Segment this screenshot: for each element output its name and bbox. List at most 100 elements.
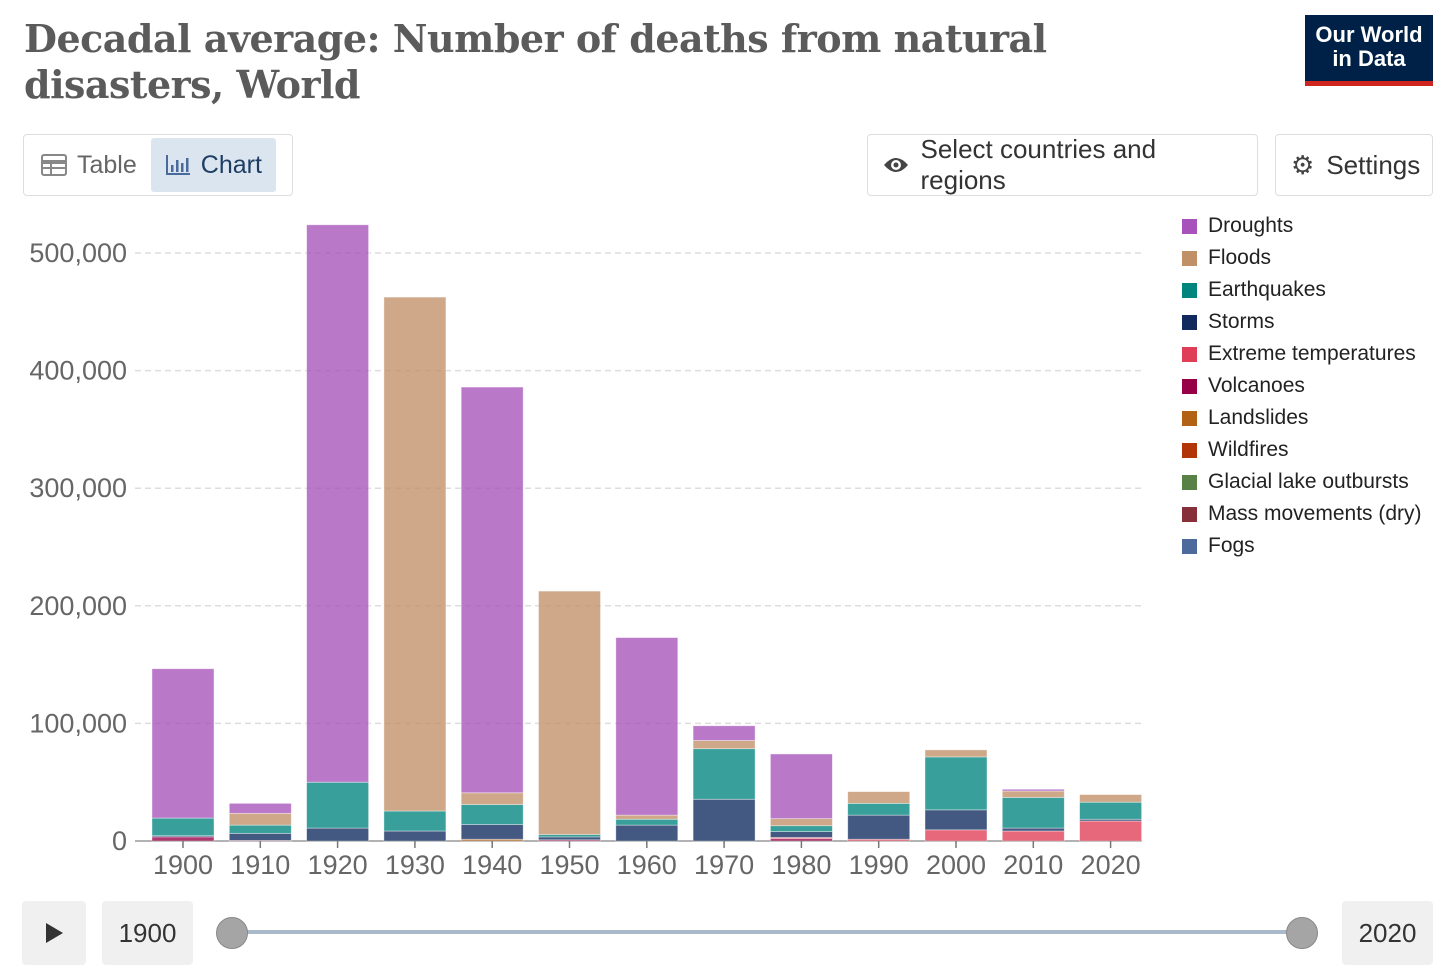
legend-item[interactable]: Droughts bbox=[1182, 210, 1422, 242]
bar-segment-droughts bbox=[1001, 788, 1065, 792]
view-tabs: Table Chart bbox=[23, 134, 293, 196]
bar-segment-storms bbox=[538, 836, 601, 841]
bar-segment-floods bbox=[228, 812, 292, 826]
timeline-end-year[interactable]: 2020 bbox=[1342, 901, 1433, 965]
bar-segment-extreme-temperatures bbox=[1079, 820, 1142, 842]
legend-swatch bbox=[1182, 474, 1197, 490]
bar-segment-earthquakes bbox=[770, 825, 833, 832]
bar-segment-floods bbox=[770, 818, 833, 827]
legend-label: Landslides bbox=[1208, 406, 1309, 429]
tab-table-label: Table bbox=[77, 150, 137, 179]
legend-item[interactable]: Fogs bbox=[1182, 530, 1422, 562]
x-tick-label: 1950 bbox=[539, 850, 599, 880]
legend-swatch bbox=[1182, 282, 1197, 298]
legend-item[interactable]: Earthquakes bbox=[1182, 274, 1422, 306]
legend: Droughts Floods Earthquakes Storms Extreme t… bbox=[1182, 210, 1422, 562]
y-tick-label: 0 bbox=[112, 826, 127, 856]
select-countries-button[interactable]: Select countries and regions bbox=[867, 134, 1258, 196]
bar-segment-droughts bbox=[615, 637, 679, 816]
bar-segment-floods bbox=[924, 749, 988, 758]
bar-segment-storms bbox=[692, 798, 756, 842]
bar-segment-floods bbox=[615, 814, 679, 820]
x-tick-label: 1990 bbox=[849, 850, 909, 880]
bar-segment-droughts bbox=[306, 224, 370, 783]
bar-segment-storms bbox=[924, 809, 988, 831]
legend-swatch bbox=[1182, 378, 1197, 394]
legend-swatch bbox=[1182, 314, 1197, 330]
y-tick-label: 300,000 bbox=[29, 473, 127, 503]
tab-table[interactable]: Table bbox=[27, 138, 151, 192]
legend-item[interactable]: Mass movements (dry) bbox=[1182, 498, 1422, 530]
owid-logo[interactable]: Our World in Data bbox=[1305, 15, 1433, 86]
x-tick-label: 1920 bbox=[308, 850, 368, 880]
settings-button[interactable]: ⚙ Settings bbox=[1275, 134, 1433, 196]
legend-item[interactable]: Storms bbox=[1182, 306, 1422, 338]
bar-segment-storms bbox=[228, 832, 292, 841]
bar-segment-earthquakes bbox=[1001, 797, 1065, 829]
bar-segment-floods bbox=[1079, 794, 1142, 803]
bar-segment-storms bbox=[306, 827, 370, 842]
bar-segment-storms bbox=[383, 830, 447, 842]
bar-segment-earthquakes bbox=[924, 756, 988, 811]
chart-icon bbox=[165, 155, 190, 175]
timeline-end-handle[interactable] bbox=[1286, 917, 1318, 949]
bar-segment-earthquakes bbox=[460, 804, 524, 825]
x-tick-label: 1970 bbox=[694, 850, 754, 880]
x-tick-label: 2020 bbox=[1081, 850, 1141, 880]
legend-swatch bbox=[1182, 250, 1197, 266]
legend-item[interactable]: Extreme temperatures bbox=[1182, 338, 1422, 370]
bar-segment-earthquakes bbox=[1079, 801, 1142, 820]
bar-segment-storms bbox=[1001, 827, 1065, 832]
bar-segment-volcanoes bbox=[151, 836, 215, 842]
legend-item[interactable]: Glacial lake outbursts bbox=[1182, 466, 1422, 498]
bar-segment-extreme-temperatures bbox=[924, 829, 988, 842]
legend-label: Earthquakes bbox=[1208, 278, 1326, 301]
legend-label: Floods bbox=[1208, 246, 1272, 269]
legend-label: Glacial lake outbursts bbox=[1208, 470, 1409, 493]
timeline-start-handle[interactable] bbox=[216, 917, 248, 949]
timeline-track[interactable] bbox=[232, 930, 1302, 934]
bar-segment-earthquakes bbox=[383, 810, 447, 832]
bar-segment-storms bbox=[770, 831, 833, 838]
x-tick-label: 1980 bbox=[771, 850, 831, 880]
bar-segment-floods bbox=[383, 296, 447, 812]
bar-segment-floods bbox=[538, 590, 601, 835]
table-icon bbox=[41, 154, 67, 176]
legend-label: Mass movements (dry) bbox=[1208, 502, 1422, 525]
bar-segment-earthquakes bbox=[228, 824, 292, 834]
tab-chart[interactable]: Chart bbox=[150, 138, 276, 192]
bar-segment-droughts bbox=[228, 802, 292, 814]
bar-segment-droughts bbox=[460, 386, 524, 794]
stacked-bar-chart: 0 100,000 200,000 300,000 400,000 500,000 1900… bbox=[29, 224, 1142, 880]
eye-icon bbox=[884, 158, 908, 172]
bar-segment-floods bbox=[1001, 790, 1065, 798]
legend-item[interactable]: Floods bbox=[1182, 242, 1422, 274]
bar-segment-floods bbox=[692, 740, 756, 750]
x-tick-label: 2000 bbox=[926, 850, 986, 880]
legend-item[interactable]: Wildfires bbox=[1182, 434, 1422, 466]
legend-swatch bbox=[1182, 410, 1197, 426]
legend-swatch bbox=[1182, 346, 1197, 362]
tab-chart-label: Chart bbox=[200, 150, 262, 179]
play-button[interactable] bbox=[22, 901, 86, 965]
bar-segment-droughts bbox=[770, 753, 833, 820]
legend-label: Volcanoes bbox=[1208, 374, 1305, 397]
timeline-start-year[interactable]: 1900 bbox=[102, 901, 193, 965]
bar-segment-floods bbox=[847, 791, 911, 804]
legend-item[interactable]: Volcanoes bbox=[1182, 370, 1422, 402]
y-tick-label: 500,000 bbox=[29, 238, 127, 268]
x-tick-label: 1910 bbox=[230, 850, 290, 880]
y-tick-label: 100,000 bbox=[29, 708, 127, 738]
x-tick-label: 1960 bbox=[617, 850, 677, 880]
settings-label: Settings bbox=[1326, 149, 1421, 180]
bar-segment-floods bbox=[460, 792, 524, 805]
bar-segment-droughts bbox=[151, 668, 215, 819]
legend-label: Droughts bbox=[1208, 214, 1294, 237]
legend-item[interactable]: Landslides bbox=[1182, 402, 1422, 434]
bar-segment-storms bbox=[615, 824, 679, 842]
bar-segment-storms bbox=[847, 814, 911, 840]
x-tick-label: 2010 bbox=[1003, 850, 1063, 880]
legend-label: Fogs bbox=[1208, 534, 1255, 557]
y-tick-label: 400,000 bbox=[29, 356, 127, 386]
select-countries-label: Select countries and regions bbox=[920, 134, 1157, 195]
